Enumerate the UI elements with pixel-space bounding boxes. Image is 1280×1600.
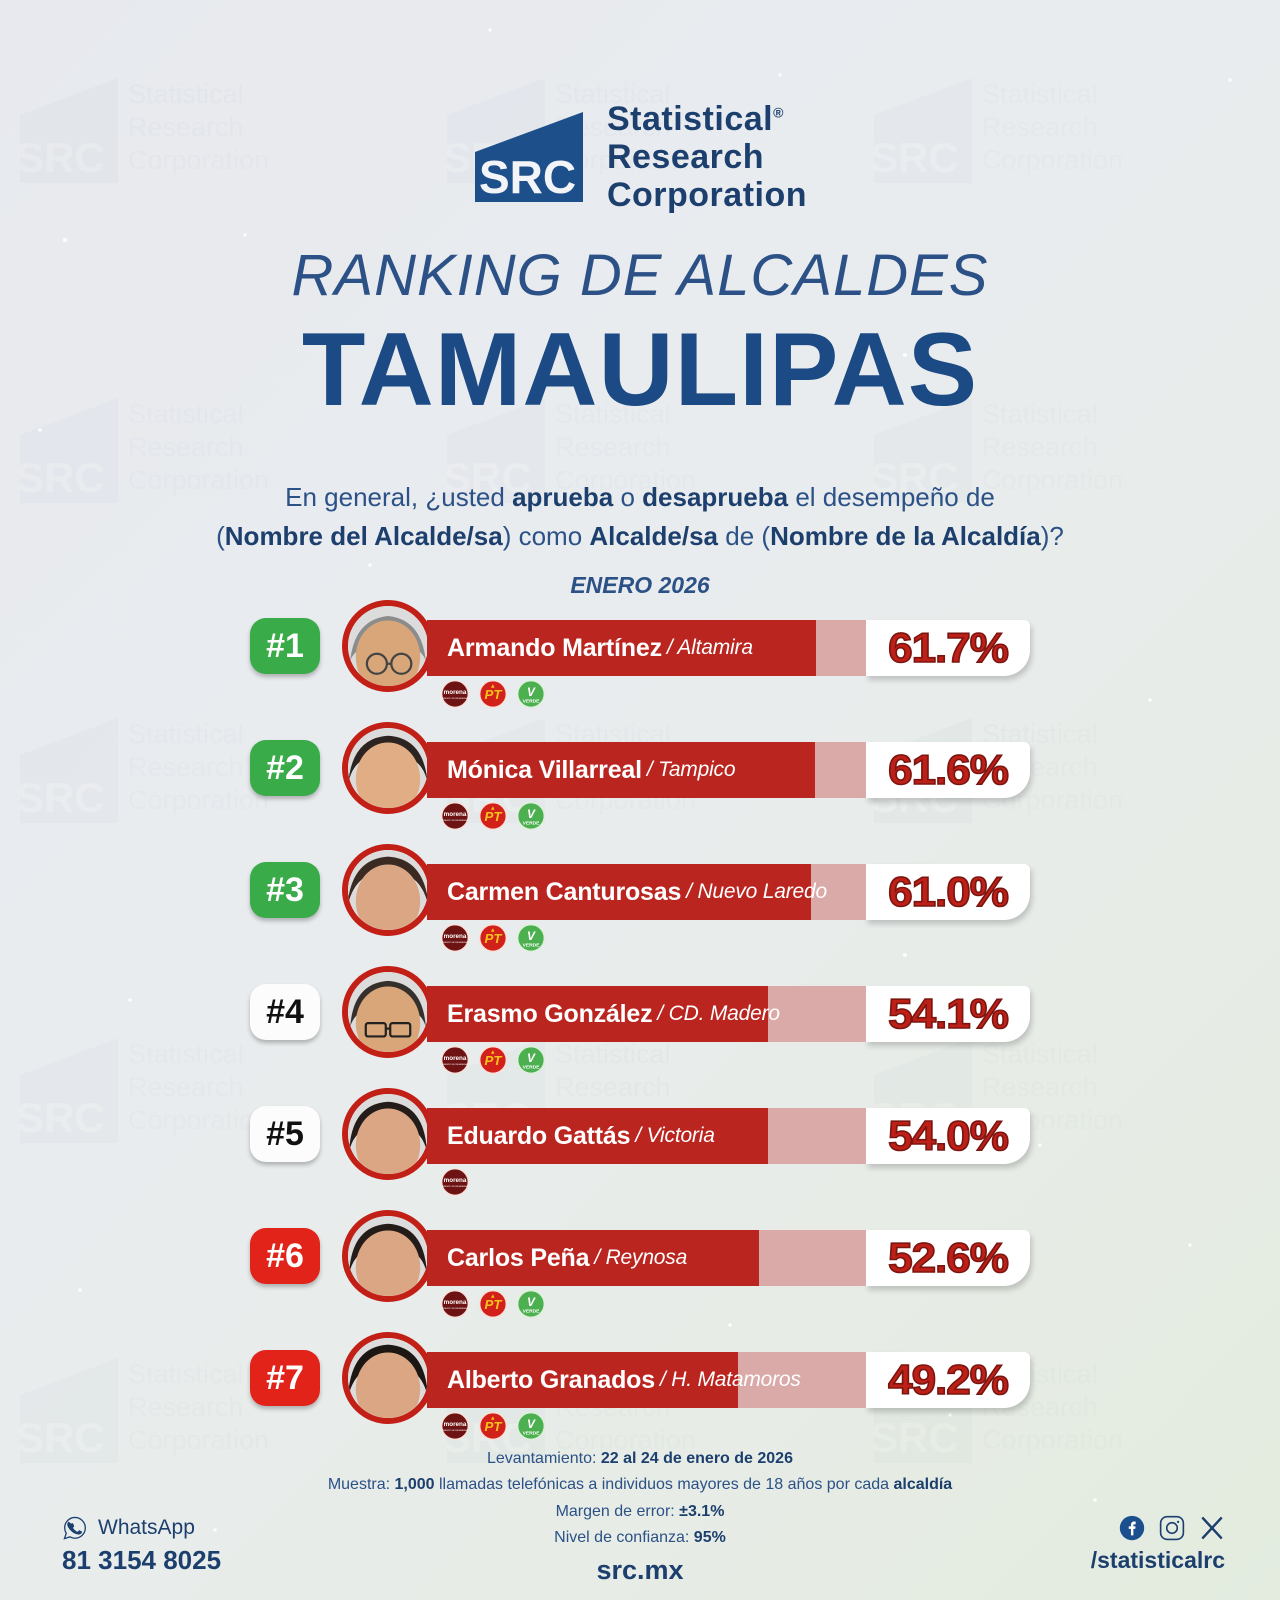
svg-text:MOVIMIENTO DE REGENERACION: MOVIMIENTO DE REGENERACION bbox=[441, 819, 469, 822]
svg-text:V: V bbox=[527, 929, 536, 943]
svg-text:PT: PT bbox=[485, 809, 504, 824]
svg-text:V: V bbox=[527, 685, 536, 699]
svg-text:PT: PT bbox=[485, 1419, 504, 1434]
svg-text:V: V bbox=[527, 1295, 536, 1309]
svg-text:VERDE: VERDE bbox=[523, 942, 541, 948]
svg-text:PT: PT bbox=[485, 931, 504, 946]
svg-text:morena: morena bbox=[444, 1055, 467, 1062]
svg-text:VERDE: VERDE bbox=[523, 1308, 541, 1314]
svg-text:MOVIMIENTO DE REGENERACION: MOVIMIENTO DE REGENERACION bbox=[441, 1429, 469, 1432]
svg-text:VERDE: VERDE bbox=[523, 698, 541, 704]
svg-text:morena: morena bbox=[444, 689, 467, 696]
svg-text:V: V bbox=[527, 1417, 536, 1431]
svg-text:MOVIMIENTO DE REGENERACION: MOVIMIENTO DE REGENERACION bbox=[441, 1307, 469, 1310]
svg-text:morena: morena bbox=[444, 1299, 467, 1306]
svg-text:V: V bbox=[527, 1051, 536, 1065]
svg-text:PT: PT bbox=[485, 1053, 504, 1068]
svg-text:VERDE: VERDE bbox=[523, 1430, 541, 1436]
svg-text:V: V bbox=[527, 807, 536, 821]
svg-text:MOVIMIENTO DE REGENERACION: MOVIMIENTO DE REGENERACION bbox=[441, 1185, 469, 1188]
svg-text:VERDE: VERDE bbox=[523, 820, 541, 826]
svg-text:SRC: SRC bbox=[479, 151, 576, 203]
svg-text:PT: PT bbox=[485, 1297, 504, 1312]
svg-text:morena: morena bbox=[444, 811, 467, 818]
svg-text:MOVIMIENTO DE REGENERACION: MOVIMIENTO DE REGENERACION bbox=[441, 1063, 469, 1066]
svg-text:morena: morena bbox=[444, 1421, 467, 1428]
svg-text:morena: morena bbox=[444, 933, 467, 940]
svg-text:VERDE: VERDE bbox=[523, 1064, 541, 1070]
svg-text:MOVIMIENTO DE REGENERACION: MOVIMIENTO DE REGENERACION bbox=[441, 941, 469, 944]
svg-text:MOVIMIENTO DE REGENERACION: MOVIMIENTO DE REGENERACION bbox=[441, 697, 469, 700]
svg-text:PT: PT bbox=[485, 687, 504, 702]
svg-text:morena: morena bbox=[444, 1177, 467, 1184]
